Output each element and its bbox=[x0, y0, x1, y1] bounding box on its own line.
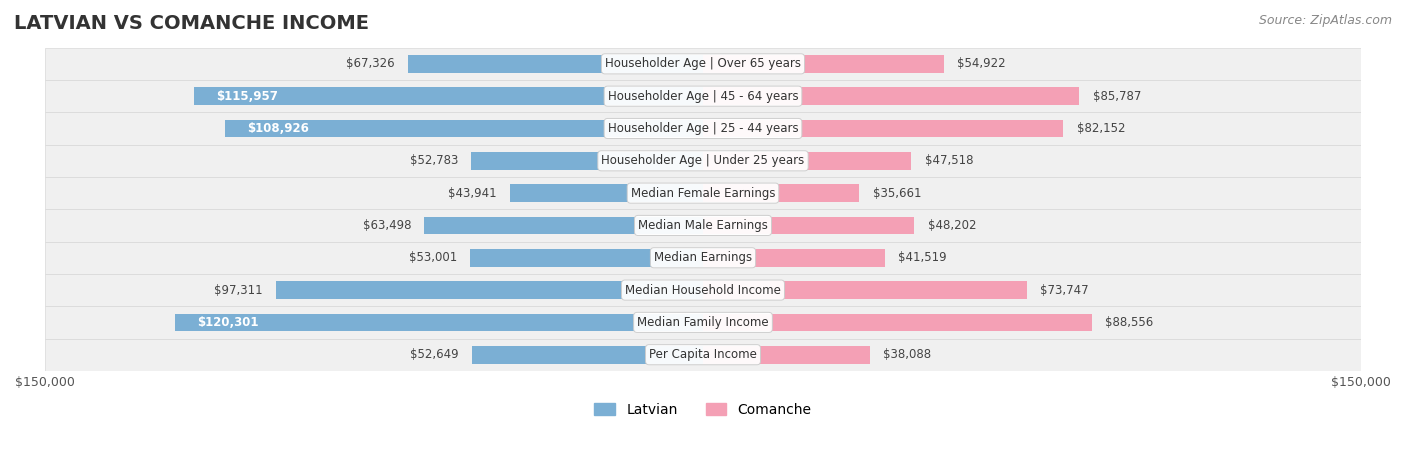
Text: $73,747: $73,747 bbox=[1039, 283, 1088, 297]
Text: $63,498: $63,498 bbox=[363, 219, 412, 232]
Bar bbox=[703, 120, 1063, 137]
Bar bbox=[703, 281, 1026, 299]
Text: $88,556: $88,556 bbox=[1105, 316, 1153, 329]
Text: $52,649: $52,649 bbox=[411, 348, 458, 361]
Text: Source: ZipAtlas.com: Source: ZipAtlas.com bbox=[1258, 14, 1392, 27]
FancyBboxPatch shape bbox=[45, 145, 1361, 177]
Text: Householder Age | Over 65 years: Householder Age | Over 65 years bbox=[605, 57, 801, 71]
Text: Householder Age | Under 25 years: Householder Age | Under 25 years bbox=[602, 154, 804, 167]
Bar bbox=[703, 55, 943, 73]
Text: $97,311: $97,311 bbox=[214, 283, 263, 297]
Text: $115,957: $115,957 bbox=[217, 90, 278, 103]
Bar bbox=[703, 346, 870, 364]
Text: Median Female Earnings: Median Female Earnings bbox=[631, 187, 775, 199]
Bar bbox=[510, 184, 703, 202]
Text: $120,301: $120,301 bbox=[197, 316, 259, 329]
Bar bbox=[472, 346, 703, 364]
FancyBboxPatch shape bbox=[45, 113, 1361, 145]
FancyBboxPatch shape bbox=[45, 177, 1361, 209]
Text: Householder Age | 25 - 44 years: Householder Age | 25 - 44 years bbox=[607, 122, 799, 135]
Bar bbox=[194, 87, 703, 105]
Bar bbox=[408, 55, 703, 73]
Text: $82,152: $82,152 bbox=[1077, 122, 1125, 135]
Text: $35,661: $35,661 bbox=[873, 187, 921, 199]
Bar bbox=[703, 87, 1080, 105]
FancyBboxPatch shape bbox=[45, 241, 1361, 274]
Text: $54,922: $54,922 bbox=[957, 57, 1005, 71]
Bar bbox=[176, 313, 703, 331]
Text: LATVIAN VS COMANCHE INCOME: LATVIAN VS COMANCHE INCOME bbox=[14, 14, 368, 33]
FancyBboxPatch shape bbox=[45, 274, 1361, 306]
Text: $41,519: $41,519 bbox=[898, 251, 946, 264]
FancyBboxPatch shape bbox=[45, 209, 1361, 241]
Bar bbox=[471, 249, 703, 267]
Text: $108,926: $108,926 bbox=[247, 122, 309, 135]
Text: $85,787: $85,787 bbox=[1092, 90, 1140, 103]
Text: Median Family Income: Median Family Income bbox=[637, 316, 769, 329]
Text: $67,326: $67,326 bbox=[346, 57, 395, 71]
Bar bbox=[703, 184, 859, 202]
Bar bbox=[703, 249, 886, 267]
Bar bbox=[703, 313, 1091, 331]
Text: $38,088: $38,088 bbox=[883, 348, 931, 361]
Bar bbox=[225, 120, 703, 137]
Text: $52,783: $52,783 bbox=[411, 154, 458, 167]
Bar bbox=[703, 152, 911, 170]
Text: Median Household Income: Median Household Income bbox=[626, 283, 780, 297]
FancyBboxPatch shape bbox=[45, 80, 1361, 113]
FancyBboxPatch shape bbox=[45, 48, 1361, 80]
Text: $43,941: $43,941 bbox=[449, 187, 498, 199]
Text: $53,001: $53,001 bbox=[409, 251, 457, 264]
Legend: Latvian, Comanche: Latvian, Comanche bbox=[589, 397, 817, 422]
FancyBboxPatch shape bbox=[45, 339, 1361, 371]
Text: $48,202: $48,202 bbox=[928, 219, 976, 232]
Text: Median Male Earnings: Median Male Earnings bbox=[638, 219, 768, 232]
Bar bbox=[425, 217, 703, 234]
Text: Householder Age | 45 - 64 years: Householder Age | 45 - 64 years bbox=[607, 90, 799, 103]
Bar bbox=[471, 152, 703, 170]
FancyBboxPatch shape bbox=[45, 306, 1361, 339]
Bar bbox=[703, 217, 914, 234]
Bar bbox=[276, 281, 703, 299]
Text: Median Earnings: Median Earnings bbox=[654, 251, 752, 264]
Text: $47,518: $47,518 bbox=[925, 154, 973, 167]
Text: Per Capita Income: Per Capita Income bbox=[650, 348, 756, 361]
